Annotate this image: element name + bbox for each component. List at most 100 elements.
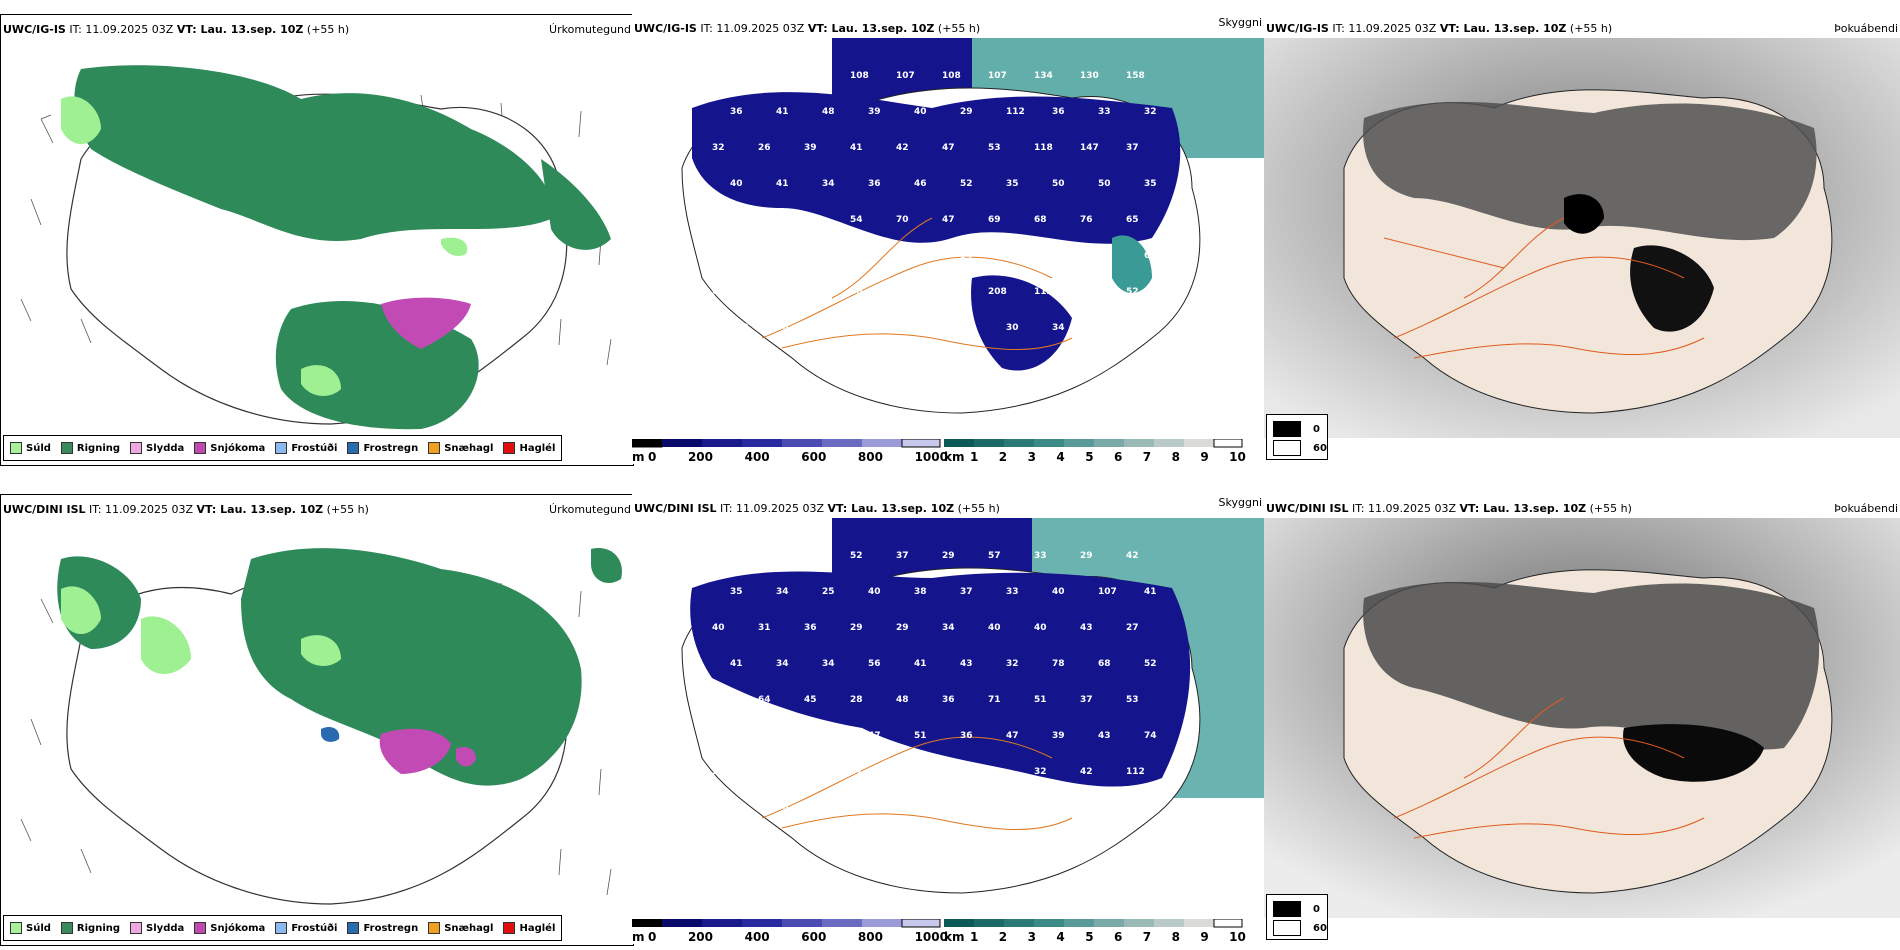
fog-legend-max: 60 xyxy=(1313,442,1327,454)
drizzle-areas xyxy=(61,586,341,674)
precip-panel-2: UWC/DINI ISL IT: 11.09.2025 03Z VT: Lau.… xyxy=(0,494,634,946)
cloud-base-label: 37 xyxy=(896,551,909,561)
cloud-base-label: 37 xyxy=(960,587,973,597)
panel-title: Úrkomutegund xyxy=(549,503,631,516)
cloud-base-label: 50 xyxy=(914,323,927,333)
cloud-base-label: 30 xyxy=(1006,323,1019,333)
cloud-base-label: 263 xyxy=(914,803,933,813)
panel-header: UWC/IG-IS IT: 11.09.2025 03Z VT: Lau. 13… xyxy=(1266,22,1613,35)
fog-legend-max: 60 xyxy=(1313,922,1327,934)
cloud-base-label: 85 xyxy=(1080,287,1093,297)
cloud-base-label: 29 xyxy=(960,107,973,117)
cloud-base-label: 41 xyxy=(988,767,1001,777)
roads xyxy=(761,217,1073,350)
cloud-base-label: 40 xyxy=(914,107,927,117)
panel-header: UWC/IG-IS IT: 11.09.2025 03Z VT: Lau. 13… xyxy=(3,23,350,36)
cloud-base-label: 40 xyxy=(712,623,725,633)
cloud-base-label: 57 xyxy=(988,551,1001,561)
visibility-unit: km xyxy=(944,450,965,464)
legend-item: Haglél xyxy=(503,442,555,454)
cloud-base-label: 42 xyxy=(1126,551,1139,561)
cloud-base-label: 130 xyxy=(1080,71,1099,81)
cloud-base-label: 47 xyxy=(1006,731,1019,741)
cloud-base-colorbar: m 0 200 400 600 800 1000 xyxy=(631,438,948,464)
cloud-base-label: 36 xyxy=(1052,107,1065,117)
fog-legend-2: 0 60 xyxy=(1266,894,1328,940)
cloud-base-label: 41 xyxy=(1144,587,1157,597)
legend-item: Frostregn xyxy=(347,442,418,454)
cloud-base-label: 37 xyxy=(1126,143,1139,153)
cloud-base-label: 63 xyxy=(1052,803,1065,813)
cloud-base-bar xyxy=(632,918,941,928)
cloud-base-label: 96 xyxy=(804,551,817,561)
cloud-base-label: 45 xyxy=(804,71,817,81)
cloud-base-label: 27 xyxy=(1126,623,1139,633)
fog-legend-min: 0 xyxy=(1313,423,1320,435)
panel-header: UWC/DINI ISL IT: 11.09.2025 03Z VT: Lau.… xyxy=(1266,502,1632,515)
cloud-base-label: 34 xyxy=(776,587,789,597)
cloud-base-label: 112 xyxy=(1006,107,1025,117)
fog-legend-1: 0 60 xyxy=(1266,414,1328,460)
cloud-base-label: 36 xyxy=(942,695,955,705)
cloud-base-label: 54 xyxy=(850,215,863,225)
cloud-base-label: 32 xyxy=(1034,767,1047,777)
cloud-base-label: 29 xyxy=(1080,551,1093,561)
cloud-base-label: 35 xyxy=(776,731,789,741)
visibility-bar xyxy=(944,438,1243,448)
cloud-base-label: 208 xyxy=(988,287,1007,297)
legend-item: Slydda xyxy=(130,922,184,934)
cloud-base-label: 50 xyxy=(1052,179,1065,189)
cloud-base-label: 108 xyxy=(822,251,841,261)
cloud-base-label: 209 xyxy=(868,803,887,813)
cloud-base-label: 34 xyxy=(822,179,835,189)
cloud-base-label: 42 xyxy=(712,695,725,705)
snow-area xyxy=(379,728,451,774)
legend-item: Slydda xyxy=(130,442,184,454)
cloud-base-label: 68 xyxy=(1034,215,1047,225)
cloud-base-label: 40 xyxy=(730,179,743,189)
cloud-base-label: 32 xyxy=(712,143,725,153)
cloud-base-label: 48 xyxy=(822,107,835,117)
cloud-base-label: 34 xyxy=(822,659,835,669)
cloud-base-label: 69 xyxy=(1144,251,1157,261)
cloud-base-label: 30 xyxy=(960,323,973,333)
cloud-base-label: 45 xyxy=(712,215,725,225)
cloud-base-label: 189 xyxy=(712,551,731,561)
fog-panel-2: UWC/DINI ISL IT: 11.09.2025 03Z VT: Lau.… xyxy=(1264,494,1900,944)
cloud-base-label: 40 xyxy=(1052,587,1065,597)
cloud-base-label: 44 xyxy=(1098,803,1111,813)
cloud-base-label: 102 xyxy=(730,323,749,333)
roads xyxy=(1383,217,1705,359)
cloud-base-label: 34 xyxy=(776,659,789,669)
visibility-colorbar: km 1 2 3 4 5 6 7 8 9 10 xyxy=(944,438,1264,464)
cloud-base-label: 165 xyxy=(1144,323,1163,333)
fog-map xyxy=(1264,38,1900,438)
cloud-base-label: 48 xyxy=(960,803,973,813)
legend-item: Snjókoma xyxy=(194,442,265,454)
visibility-panel-2: UWC/DINI ISL IT: 11.09.2025 03Z VT: Lau.… xyxy=(632,494,1264,944)
cloud-base-label: 29 xyxy=(850,623,863,633)
cloud-base-label: 200 xyxy=(942,287,961,297)
cloud-base-label: 32 xyxy=(1144,107,1157,117)
cloud-base-label: 33 xyxy=(1034,551,1047,561)
legend-item: Snæhagl xyxy=(428,442,493,454)
cloud-base-ticks: 0 200 400 600 800 1000 xyxy=(648,450,948,464)
cloud-base-labels: 104 103 45 108 107 108 107 134 130 158 36 41 48 39 40 2… xyxy=(712,71,1163,369)
cloud-base-label: 53 xyxy=(988,143,1001,153)
roads xyxy=(1393,697,1705,839)
cloud-base-bar xyxy=(631,438,941,448)
precip-legend: Súld Rigning Slydda Snjókoma Frostúði Fr… xyxy=(3,915,563,941)
panel-title: Þokuábendi xyxy=(1834,22,1898,35)
cloud-base-label: 140 xyxy=(776,251,795,261)
legend-item: Snjókoma xyxy=(194,922,265,934)
cloud-base-label: 65 xyxy=(1126,215,1139,225)
cloud-base-label: 95 xyxy=(1006,251,1019,261)
cloud-base-label: 117 xyxy=(730,251,749,261)
cloud-base-label: 48 xyxy=(896,695,909,705)
cloud-base-label: 68 xyxy=(1098,659,1111,669)
cloud-base-label: 64 xyxy=(758,695,771,705)
cloud-base-label: 45 xyxy=(804,695,817,705)
cloud-base-label: 124 xyxy=(822,803,841,813)
cloud-base-label: 107 xyxy=(988,71,1007,81)
cloud-base-label: 49 xyxy=(758,215,771,225)
